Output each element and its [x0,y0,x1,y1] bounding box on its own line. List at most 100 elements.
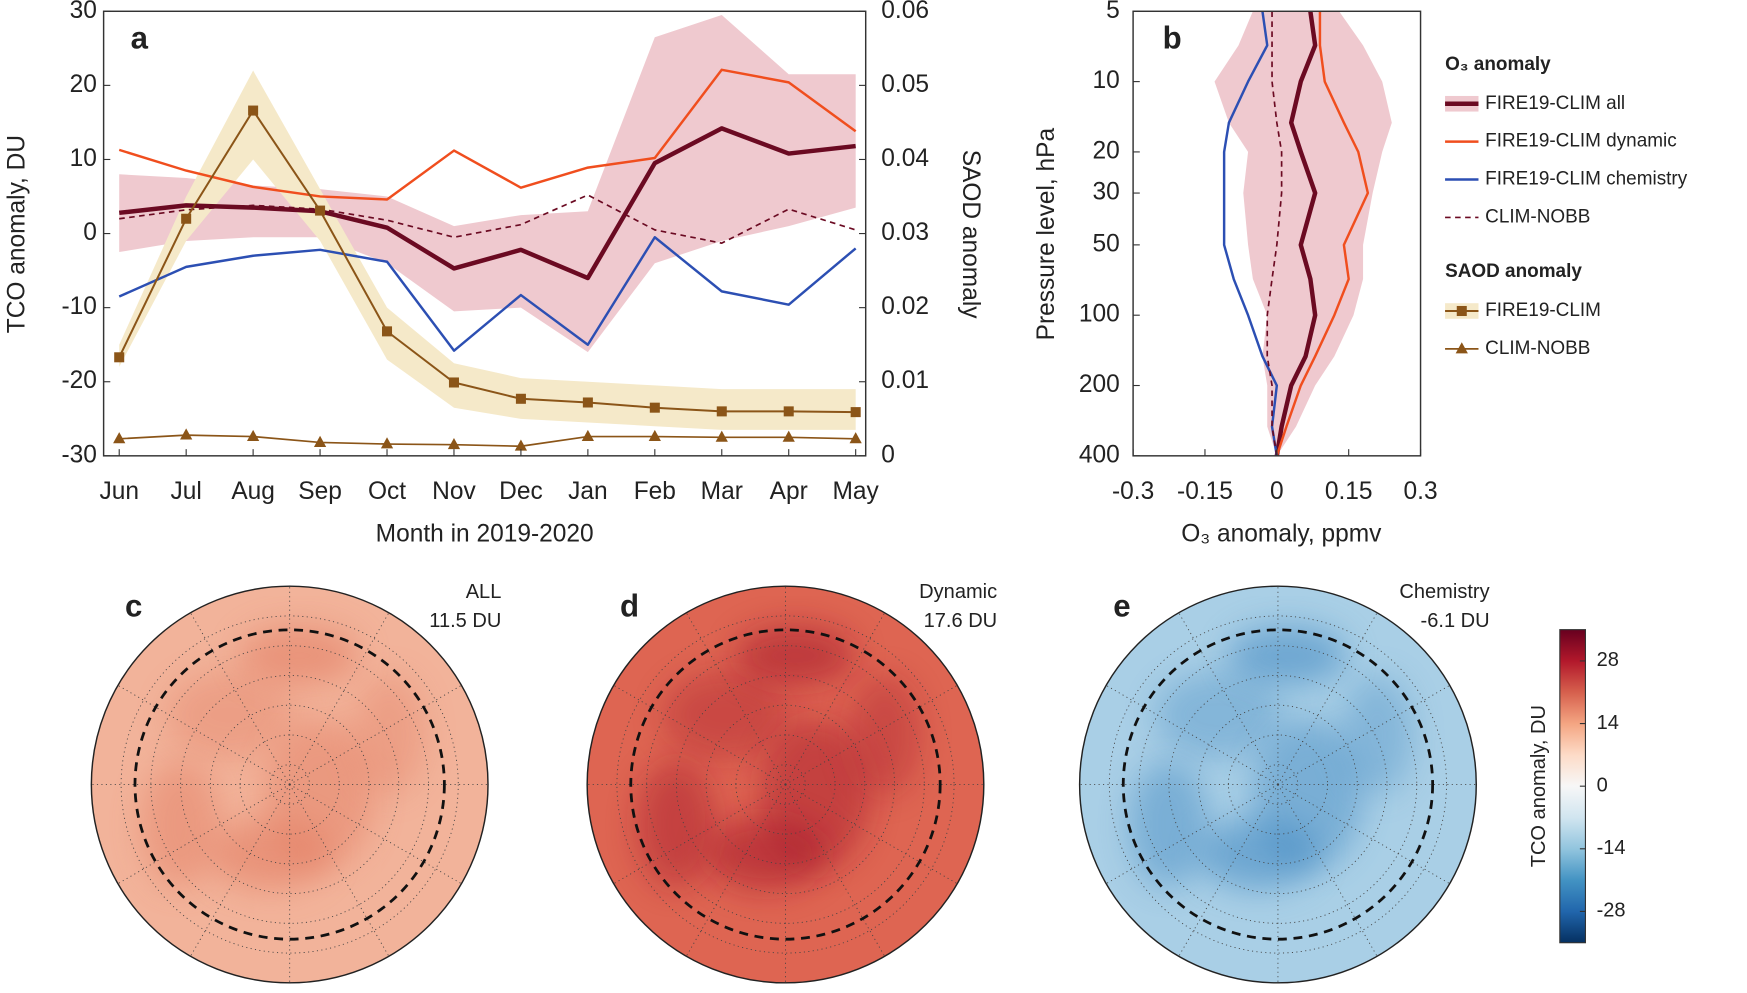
y-tick-label: 50 [1092,230,1119,257]
legend-label: FIRE19-CLIM all [1485,93,1625,114]
y-axis-label: Pressure level, hPa [1033,128,1060,341]
x-axis-label: O₃ anomaly, ppmv [1181,520,1382,547]
marker [114,352,125,363]
x-axis-label: Month in 2019-2020 [376,520,594,547]
y2-tick-label: 0.05 [881,71,929,98]
y-axis-label: TCO anomaly, DU [3,135,30,333]
map-blob [636,760,717,888]
map-graticule [180,674,400,895]
x-tick-label: Nov [432,478,476,505]
x-tick-label: Apr [770,478,808,505]
y-tick-label: -20 [62,367,97,394]
y-tick-label: 20 [1092,137,1119,164]
line [118,126,856,281]
y-tick-label: 100 [1079,301,1120,328]
map-blob [706,818,826,890]
line [118,236,857,352]
colorbar-tick-label: 0 [1597,774,1608,796]
map-blob [848,675,921,795]
x-tick-label: Feb [634,478,676,505]
y-tick-label: 0 [83,219,97,246]
line [1266,11,1283,456]
map-graticule [675,674,896,895]
map-blob [166,671,294,759]
map-outline [586,585,985,984]
map-graticule [209,704,370,865]
marker [447,438,461,450]
x-tick-label: Aug [231,478,275,505]
line [1222,11,1279,457]
map-meridian [117,684,290,785]
panel-label: c [125,589,142,624]
map-blob [1341,675,1413,795]
map-meridian [1277,784,1378,957]
map-blob [735,625,855,686]
y-tick-label: 10 [1092,67,1119,94]
legend-title: SAOD anomaly [1445,261,1582,282]
band [119,14,856,353]
marker [783,406,794,417]
map-value: 17.6 DU [924,610,998,632]
map-meridian [289,784,390,957]
map-meridian [1178,784,1279,957]
map-graticule [705,704,866,865]
map-meridian [685,784,786,957]
marker [849,432,862,444]
map-meridian [685,612,786,785]
map-title: Dynamic [919,581,997,603]
map-meridian [785,784,958,885]
marker [313,435,327,447]
marker [648,429,661,442]
x-tick-label: Oct [368,478,406,505]
colorbar-label: TCO anomaly, DU [1528,705,1550,867]
map [1079,586,1477,983]
x-tick-label: May [833,478,880,505]
map-meridian [1277,684,1450,785]
map-graticule [1198,704,1358,865]
line [119,194,856,244]
y-tick-label: -30 [62,441,97,468]
map-blob [1129,760,1209,888]
map-boundary [133,628,446,941]
map-blob [1154,671,1282,759]
marker [181,213,192,224]
map-meridian [289,684,462,785]
map [587,586,984,983]
map-meridian [190,612,291,785]
map-blob [353,675,425,795]
map-meridian [785,684,958,785]
line [118,109,856,414]
map-meridian [785,784,886,957]
y-tick-label: 400 [1079,441,1120,468]
y-tick-label: 5 [1106,0,1120,24]
map-blob [1198,818,1318,890]
map-meridian [1105,684,1279,785]
x-tick-label: -0.3 [1112,478,1154,505]
marker [380,437,394,449]
map-blob [662,671,790,759]
y2-tick-label: 0.04 [881,145,929,172]
y2-tick-label: 0 [881,441,895,468]
x-tick-label: Mar [701,478,743,505]
map-meridian [190,784,291,957]
map-graticule [765,764,806,805]
legend-label: CLIM-NOBB [1485,338,1590,359]
map-outline [90,585,489,984]
legend-marker [1456,305,1467,317]
map-blob [240,625,360,686]
map-meridian [1277,612,1378,785]
marker [782,430,795,442]
marker [180,428,193,440]
map [91,586,489,983]
x-tick-label: 0.15 [1325,478,1373,505]
map-boundary [629,628,942,941]
map-title: ALL [466,581,502,603]
legend-marker [1455,342,1468,354]
legend-label: FIRE19-CLIM dynamic [1485,131,1677,152]
line [1275,11,1370,457]
legend-label: FIRE19-CLIM [1485,300,1601,321]
marker [246,429,260,442]
y2-tick-label: 0.03 [881,219,929,246]
